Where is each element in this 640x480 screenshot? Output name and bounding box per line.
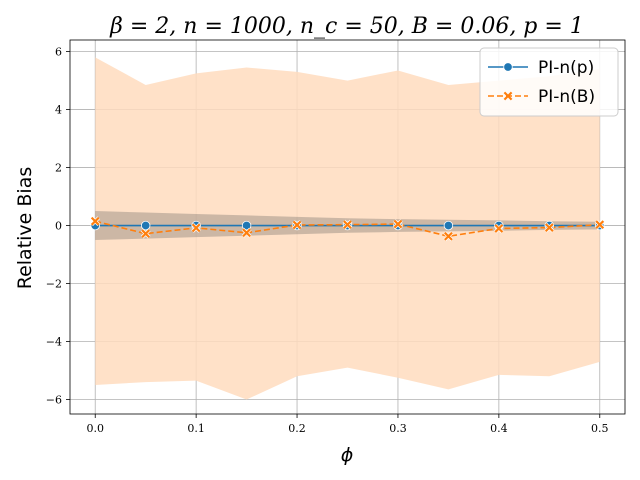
point-pi-n-p [140, 220, 151, 231]
x-tick-label: 0.1 [187, 422, 205, 435]
y-axis-ticks: 6 4 2 0 −2 −4 −6 [46, 46, 70, 407]
legend: PI-n(p) PI-n(B) [479, 47, 619, 117]
x-tick-label: 0.0 [86, 422, 104, 435]
point-pi-n-b [342, 219, 353, 230]
point-pi-n-b [191, 222, 202, 233]
x-tick-label: 0.4 [490, 422, 508, 435]
y-tick-label: −6 [46, 394, 62, 407]
x-tick-label: 0.3 [389, 422, 407, 435]
point-pi-n-b [443, 231, 454, 242]
x-axis-ticks: 0.0 0.1 0.2 0.3 0.4 0.5 [86, 414, 609, 435]
y-tick-label: −2 [46, 278, 62, 291]
point-pi-n-b [493, 223, 504, 234]
point-pi-n-b [292, 220, 302, 230]
legend-label: PI-n(p) [538, 58, 594, 78]
point-pi-n-b [90, 216, 101, 227]
legend-marker [503, 91, 513, 101]
y-axis-label: Relative Bias [14, 167, 36, 290]
y-tick-label: −4 [46, 336, 62, 349]
y-tick-label: 2 [55, 162, 62, 175]
point-pi-n-b [241, 227, 252, 238]
chart-title: β = 2, n = 1000, n_c = 50, B = 0.06, p =… [109, 14, 584, 39]
legend-box [479, 47, 619, 117]
y-tick-label: 0 [55, 220, 62, 233]
y-tick-label: 4 [55, 104, 62, 117]
x-axis-label: ϕ [341, 444, 354, 466]
point-pi-n-p [241, 220, 252, 231]
series-markers [90, 216, 605, 242]
point-pi-n-b [544, 222, 555, 233]
x-tick-label: 0.2 [288, 422, 306, 435]
point-pi-n-p [443, 220, 454, 231]
point-pi-n-b [140, 228, 151, 239]
y-tick-label: 6 [55, 46, 62, 59]
legend-marker [503, 62, 513, 72]
plot-frame [69, 39, 626, 415]
legend-label: PI-n(B) [538, 87, 595, 107]
point-pi-n-b [393, 219, 403, 229]
x-tick-label: 0.5 [591, 422, 609, 435]
point-pi-n-b [594, 219, 605, 230]
